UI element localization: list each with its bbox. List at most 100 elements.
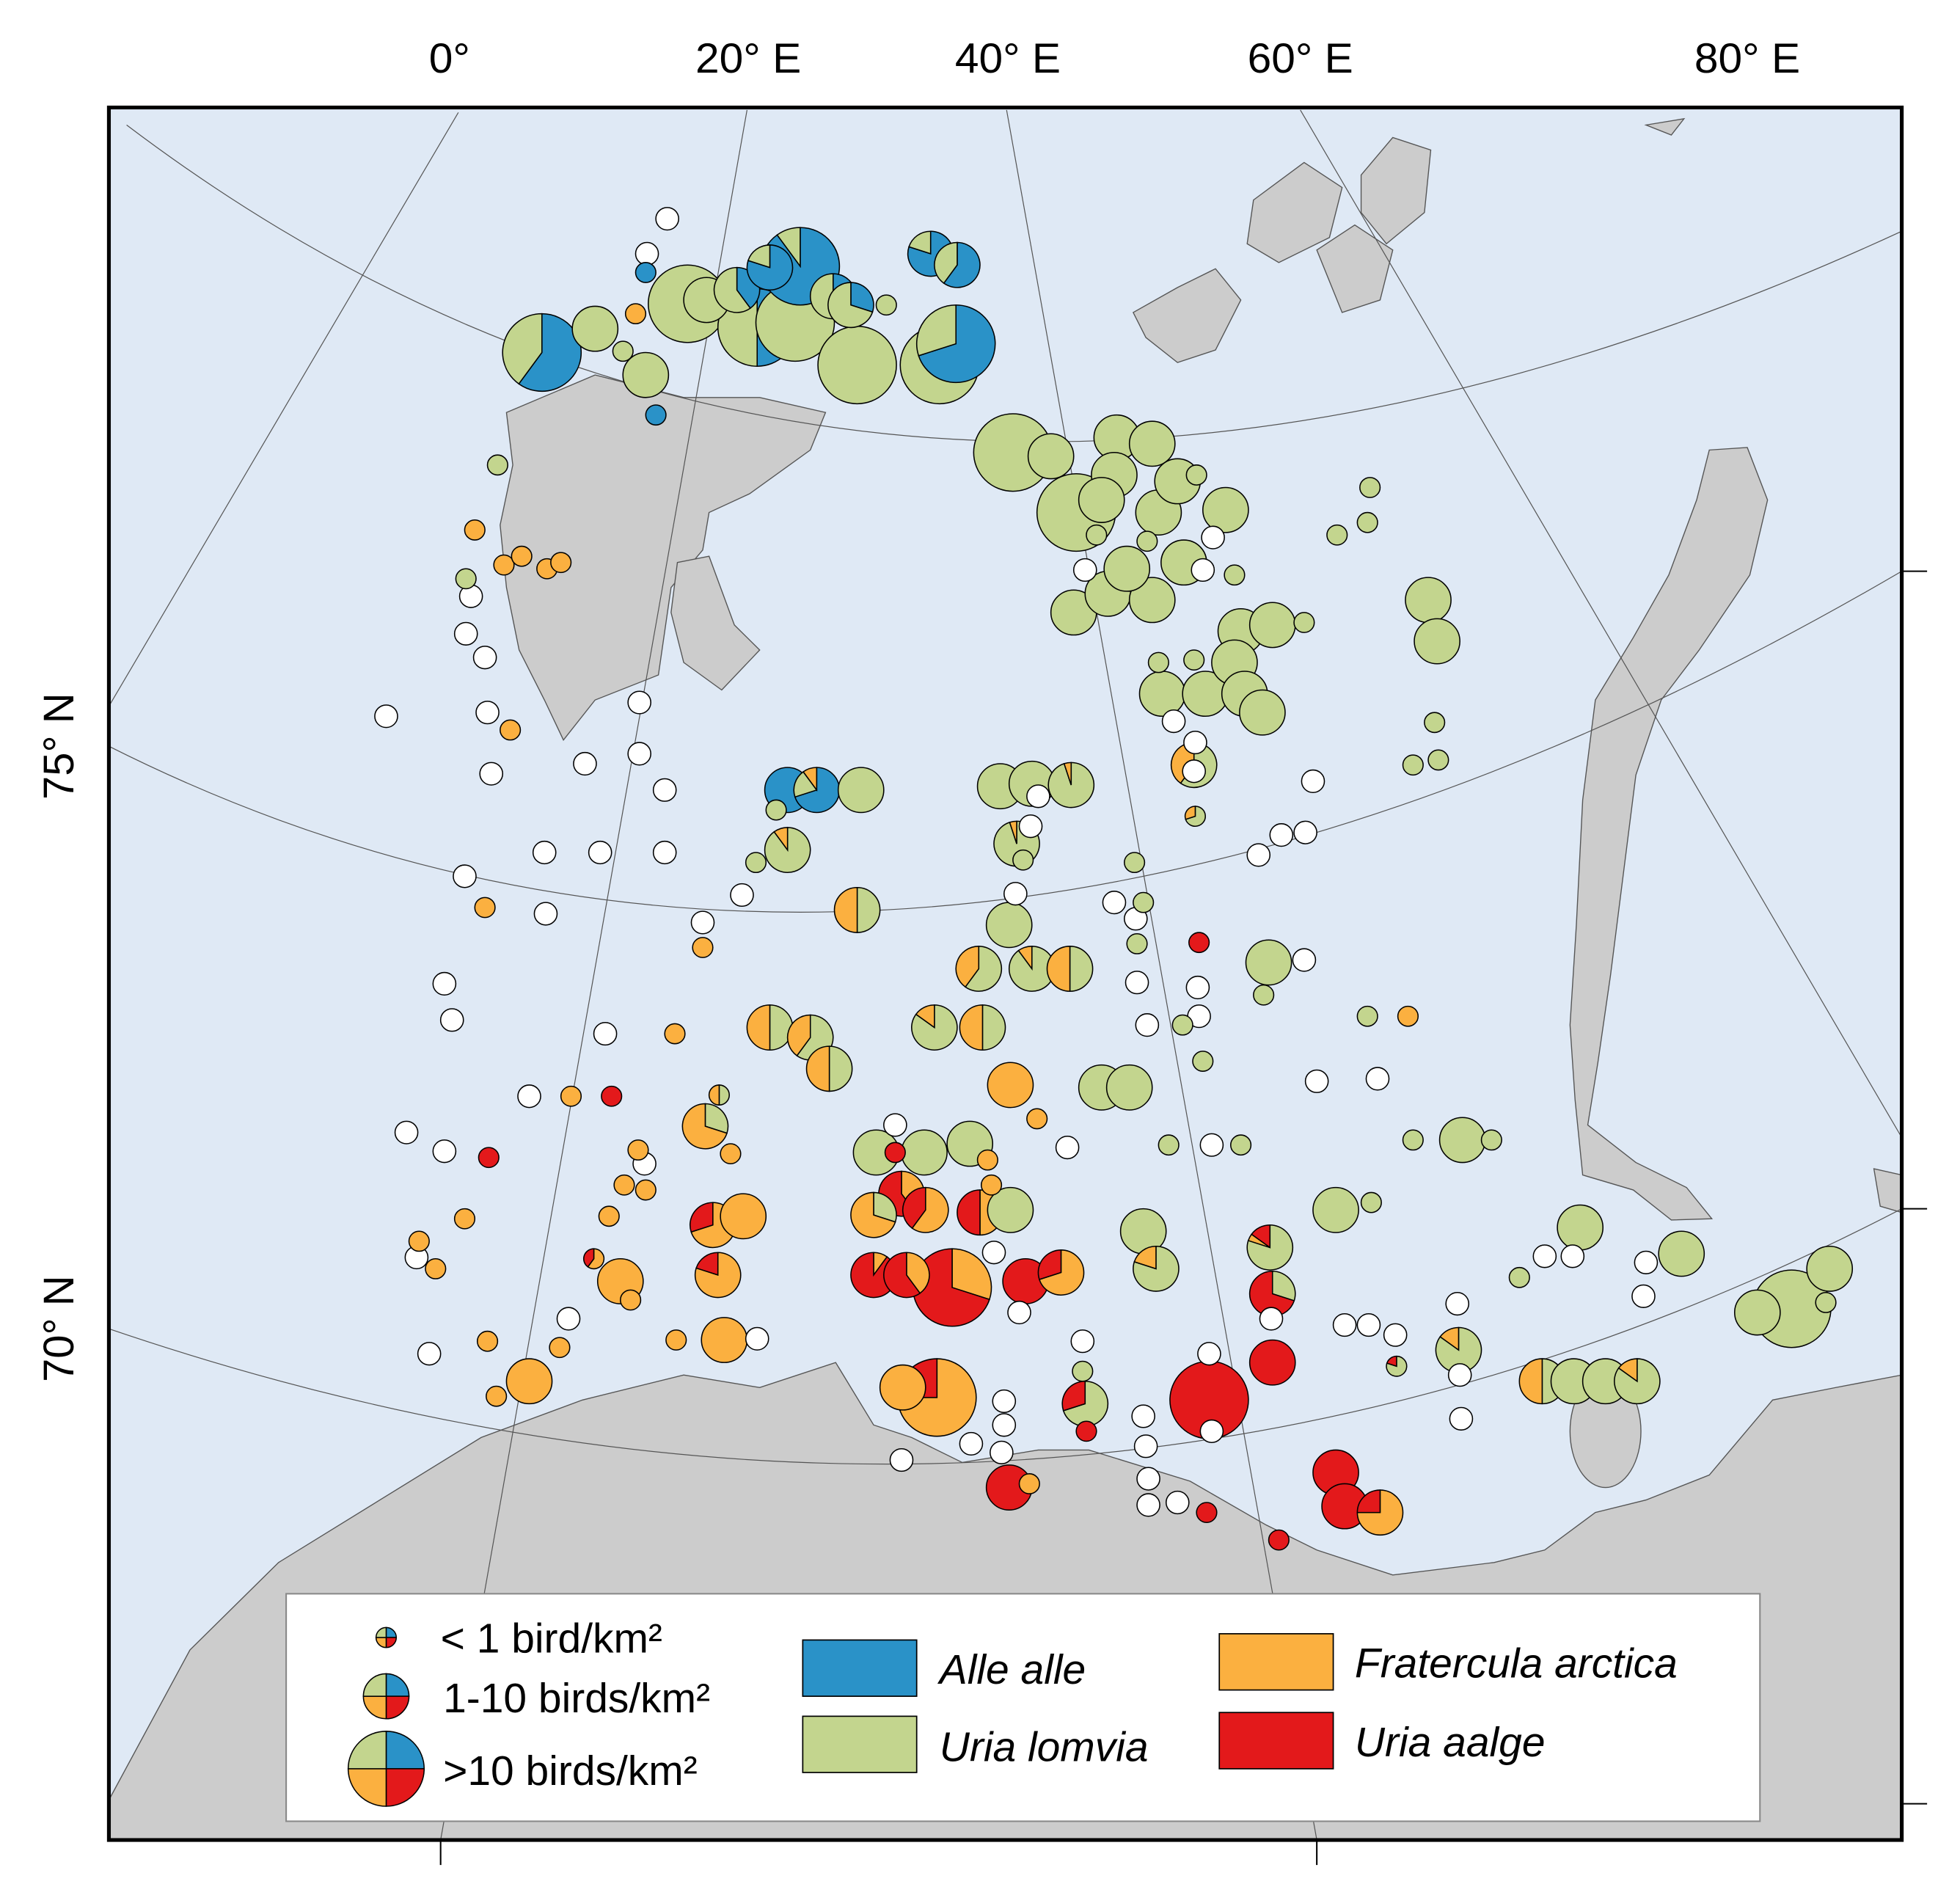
pie-slice-fratercula-arctica: [720, 1193, 767, 1240]
site-pie: [571, 305, 619, 352]
legend-density-medium: 1-10 birds/km²: [443, 1676, 710, 1722]
site-pie: [474, 897, 496, 919]
pie-slice-fratercula-arctica: [879, 1364, 926, 1411]
pie-slice-uria-aalge: [689, 1202, 714, 1233]
site-pie: [1133, 1245, 1180, 1292]
empty-site-marker: [1445, 1291, 1470, 1316]
empty-site-marker: [1449, 1406, 1474, 1431]
pie-slice-fratercula-arctica: [1617, 1358, 1638, 1383]
empty-site-marker: [1072, 558, 1097, 583]
site-pie: [1427, 749, 1449, 771]
site-empty: [1018, 814, 1043, 839]
pie-slice-uria-lomvia: [1508, 1266, 1530, 1288]
pie-slice-uria-lomvia: [987, 1186, 1034, 1233]
empty-site-marker: [1199, 1419, 1224, 1443]
pie-slice-fratercula-arctica: [1009, 820, 1017, 844]
pie-slice-uria-lomvia: [1658, 1230, 1705, 1277]
site-pie: [1245, 939, 1292, 986]
empty-site-marker: [1383, 1323, 1408, 1347]
pie-slice-uria-lomvia: [1402, 754, 1424, 776]
empty-site-marker: [1304, 1069, 1329, 1093]
pie-slice-uria-aalge: [583, 1248, 595, 1268]
empty-site-marker: [532, 840, 557, 865]
pie-slice-uria-lomvia: [1438, 1117, 1486, 1164]
pie-slice-uria-lomvia: [908, 230, 932, 255]
pie-slice-uria-aalge: [1251, 1224, 1271, 1249]
site-empty: [453, 621, 478, 646]
empty-site-marker: [573, 751, 597, 776]
pie-slice-uria-lomvia: [1245, 939, 1292, 986]
pie-slice-fratercula-arctica: [681, 1103, 728, 1150]
site-pie: [612, 340, 634, 362]
pie-slice-fratercula-arctica: [549, 1337, 571, 1359]
site-pie: [425, 1257, 447, 1279]
site-empty: [1197, 1342, 1221, 1366]
pie-slice-fratercula-arctica: [453, 1208, 476, 1230]
empty-site-marker: [472, 646, 497, 670]
pie-slice-uria-lomvia: [1360, 1191, 1382, 1213]
site-empty: [889, 1447, 914, 1472]
site-pie: [1614, 1358, 1661, 1405]
legend-label-uria-aalge: Uria aalge: [1355, 1719, 1546, 1765]
pie-slice-fratercula-arctica: [408, 1230, 430, 1252]
site-empty: [1007, 1300, 1031, 1325]
pie-slice-uria-lomvia: [1806, 1245, 1854, 1292]
map-frame: [106, 105, 1904, 1842]
site-pie: [1128, 420, 1176, 467]
site-pie: [1424, 712, 1446, 734]
pie-slice-uria-aalge: [347, 1731, 387, 1770]
site-pie: [1185, 464, 1207, 486]
pie-slice-fratercula-arctica: [347, 1768, 387, 1807]
site-empty: [532, 840, 557, 865]
site-pie: [980, 1174, 1003, 1196]
empty-site-marker: [517, 1084, 541, 1109]
pie-slice-fratercula-arctica: [951, 1248, 992, 1301]
site-empty: [1532, 1244, 1557, 1268]
lon-label-80e: 80° E: [1694, 34, 1800, 82]
pie-slice-uria-lomvia: [1424, 712, 1446, 734]
pie-slice-fratercula-arctica: [486, 1385, 508, 1407]
pie-slice-uria-lomvia: [765, 799, 787, 821]
pie-slice-alle-alle: [385, 1673, 410, 1697]
site-pie: [560, 1085, 582, 1107]
site-pie: [1202, 486, 1249, 533]
site-empty: [533, 902, 558, 926]
empty-site-marker: [1259, 1307, 1284, 1331]
pie-slice-fratercula-arctica: [708, 1084, 720, 1106]
empty-site-marker: [1199, 1133, 1224, 1157]
site-empty: [588, 840, 612, 865]
empty-site-marker: [1185, 975, 1210, 1000]
pie-slice-fratercula-arctica: [1356, 1489, 1404, 1536]
site-pie: [1397, 1005, 1419, 1027]
site-pie: [1508, 1266, 1530, 1288]
pie-slice-fratercula-arctica: [635, 1179, 657, 1201]
site-pie: [511, 545, 533, 567]
site-pie: [976, 1149, 998, 1171]
pie-slice-fratercula-arctica: [906, 1252, 930, 1294]
pie-slice-fratercula-arctica: [500, 719, 522, 741]
pie-slice-uria-lomvia: [718, 1084, 731, 1106]
site-pie: [764, 827, 811, 874]
pie-slice-uria-aalge: [1188, 932, 1210, 954]
site-empty: [1003, 882, 1028, 906]
site-pie: [1126, 932, 1148, 954]
site-pie: [692, 937, 714, 958]
site-pie: [793, 767, 841, 814]
pie-slice-fratercula-arctica: [976, 1149, 998, 1171]
empty-site-marker: [627, 742, 651, 766]
pie-slice-uria-lomvia: [1158, 1134, 1180, 1156]
site-empty: [417, 1342, 442, 1366]
site-pie: [408, 1230, 430, 1252]
legend-symbol-small: [375, 1626, 398, 1648]
legend-label-alle-alle: Alle alle: [937, 1646, 1086, 1693]
site-pie: [1806, 1245, 1854, 1292]
empty-site-marker: [959, 1431, 984, 1456]
site-pie: [1026, 1108, 1048, 1130]
pie-slice-uria-lomvia: [964, 946, 1003, 992]
site-pie: [1188, 932, 1210, 954]
empty-site-marker: [593, 1021, 618, 1046]
site-empty: [1447, 1363, 1472, 1387]
site-pie: [455, 568, 477, 590]
legend-density-symbols: [347, 1626, 425, 1807]
